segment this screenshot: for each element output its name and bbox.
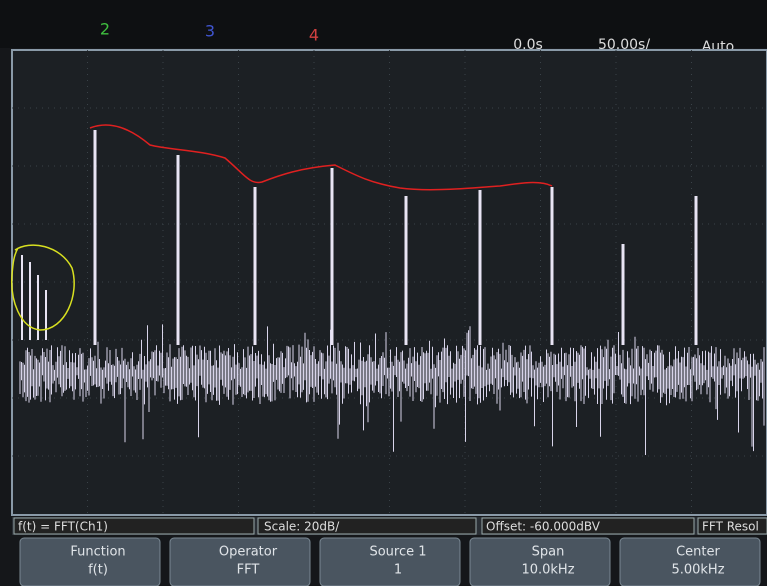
- softkey-label: Center: [676, 545, 720, 560]
- status-field: [697, 517, 767, 535]
- annotation-circle: [11, 244, 75, 331]
- softkey[interactable]: Span 10.0kHz: [469, 537, 611, 586]
- softkey-value: FFT: [237, 563, 260, 578]
- softkey-button[interactable]: [19, 537, 161, 586]
- channel-label: 2: [100, 20, 110, 39]
- annotation-curve: [89, 124, 553, 191]
- softkey-button[interactable]: [319, 537, 461, 586]
- display-area: [11, 49, 767, 516]
- softkey-label: Span: [532, 545, 565, 560]
- softkey-label: Function: [70, 545, 125, 560]
- softkey[interactable]: Function f(t): [19, 537, 161, 586]
- status-field: [257, 517, 477, 535]
- offset-status: Offset: -60.000dBV: [486, 520, 601, 534]
- softkey-button[interactable]: [619, 537, 761, 586]
- softkey-button[interactable]: [469, 537, 611, 586]
- status-field: [481, 517, 695, 535]
- softkey-value: 1: [394, 563, 402, 578]
- channel-label: 3: [205, 22, 215, 41]
- softkey-label: Source 1: [369, 545, 426, 560]
- channel-label: 4: [309, 26, 319, 45]
- scale-status: Scale: 20dB/: [264, 520, 340, 534]
- softkey[interactable]: Operator FFT: [169, 537, 311, 586]
- softkey-row: Function f(t) Operator FFT Source 1 1 Span 10.0…: [19, 537, 761, 586]
- function-status: f(t) = FFT(Ch1): [18, 520, 108, 534]
- noise-path: [19, 324, 765, 455]
- softkey-value: 5.00kHz: [671, 563, 724, 578]
- softkey-value: f(t): [88, 563, 108, 578]
- softkey-label: Operator: [219, 545, 278, 560]
- resolution-status: FFT Resol: [702, 520, 759, 534]
- noise-trace: [19, 324, 765, 455]
- softkey-button[interactable]: [169, 537, 311, 586]
- softkey-value: 10.0kHz: [521, 563, 574, 578]
- softkey[interactable]: Center 5.00kHz: [619, 537, 761, 586]
- softkey[interactable]: Source 1 1: [319, 537, 461, 586]
- top-bar: [0, 0, 767, 48]
- status-field: [13, 517, 255, 535]
